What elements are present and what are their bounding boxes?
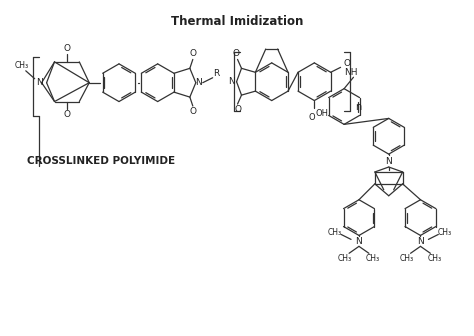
Text: CH₃: CH₃ [437,228,451,237]
Text: N: N [385,157,392,166]
Text: CH₃: CH₃ [15,61,29,70]
Text: OH: OH [316,109,329,118]
Text: N: N [417,237,424,246]
Text: O: O [189,49,196,58]
Text: n: n [355,101,361,112]
Text: N: N [356,237,362,246]
Text: R: R [213,69,220,78]
Text: Thermal Imidization: Thermal Imidization [171,15,303,28]
Text: CH₃: CH₃ [338,254,352,263]
Text: O: O [64,44,71,53]
Text: O: O [64,110,71,119]
Text: O: O [343,59,350,68]
Text: O: O [189,108,196,117]
Text: CH₃: CH₃ [328,228,342,237]
Text: CROSSLINKED POLYIMIDE: CROSSLINKED POLYIMIDE [27,156,175,166]
Text: O: O [308,113,315,122]
Text: CH₃: CH₃ [427,254,441,263]
Text: O: O [234,106,241,115]
Text: O: O [232,49,239,58]
Text: CH₃: CH₃ [400,254,414,263]
Text: CH₃: CH₃ [366,254,380,263]
Text: N: N [195,78,202,87]
Text: NH: NH [344,68,357,77]
Text: N: N [36,78,43,87]
Text: N: N [228,77,235,86]
